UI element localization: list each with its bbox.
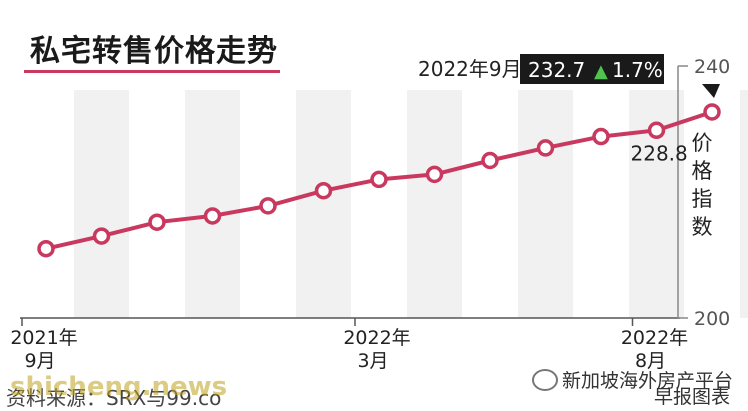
background-band xyxy=(740,90,748,318)
title-underline xyxy=(24,70,280,73)
data-point xyxy=(203,207,222,225)
y-axis-ticks: 240 200 xyxy=(678,56,730,330)
y-tick-label: 240 xyxy=(694,56,730,78)
data-point xyxy=(314,181,333,200)
x-tick-year: 2021年 xyxy=(10,327,77,349)
wechat-badge: 新加坡海外房产平台 xyxy=(532,366,733,393)
change-arrow-icon: ▲ xyxy=(594,61,608,82)
data-point xyxy=(37,239,55,258)
data-point xyxy=(647,121,666,140)
last-value-callout: 2022年9月 232.7 ▲ 1.7% xyxy=(418,54,720,98)
data-point xyxy=(148,213,166,231)
chart-credit: 早报图表 xyxy=(654,386,731,408)
y-axis-label: 价格指数 xyxy=(692,131,713,239)
data-point xyxy=(425,165,444,184)
last-date-label: 2022年9月 xyxy=(418,57,522,81)
y-tick-label: 200 xyxy=(694,308,730,330)
callout-pointer xyxy=(702,84,720,98)
background-band xyxy=(185,90,240,318)
x-tick-year: 2022年 xyxy=(621,327,688,349)
wechat-icon xyxy=(532,369,558,391)
data-point xyxy=(259,197,277,215)
x-tick-month: 9月 xyxy=(24,350,55,372)
prev-value-label: 228.8 xyxy=(631,141,688,165)
data-point xyxy=(92,227,111,245)
chart-title: 私宅转售价格走势 xyxy=(30,34,278,69)
x-tick-year: 2022年 xyxy=(343,327,410,349)
background-band xyxy=(74,90,129,318)
data-point xyxy=(481,151,499,170)
data-point xyxy=(703,103,721,121)
background-band xyxy=(518,90,573,318)
site-watermark: shicheng.news xyxy=(10,372,228,402)
data-point xyxy=(592,127,610,146)
background-band xyxy=(296,90,351,318)
change-percent-text: 1.7% xyxy=(612,58,663,82)
wechat-label: 新加坡海外房产平台 xyxy=(562,370,734,392)
background-band xyxy=(407,90,462,318)
last-value-text: 232.7 xyxy=(528,58,585,82)
source-note: 资料来源：SRX与99.co xyxy=(6,386,222,410)
callout-box xyxy=(520,54,664,84)
x-tick-month: 8月 xyxy=(635,350,666,372)
background-bands xyxy=(74,90,748,318)
data-point xyxy=(536,139,555,157)
data-point xyxy=(370,170,388,189)
data-points xyxy=(37,103,721,258)
x-tick-month: 3月 xyxy=(357,350,388,372)
